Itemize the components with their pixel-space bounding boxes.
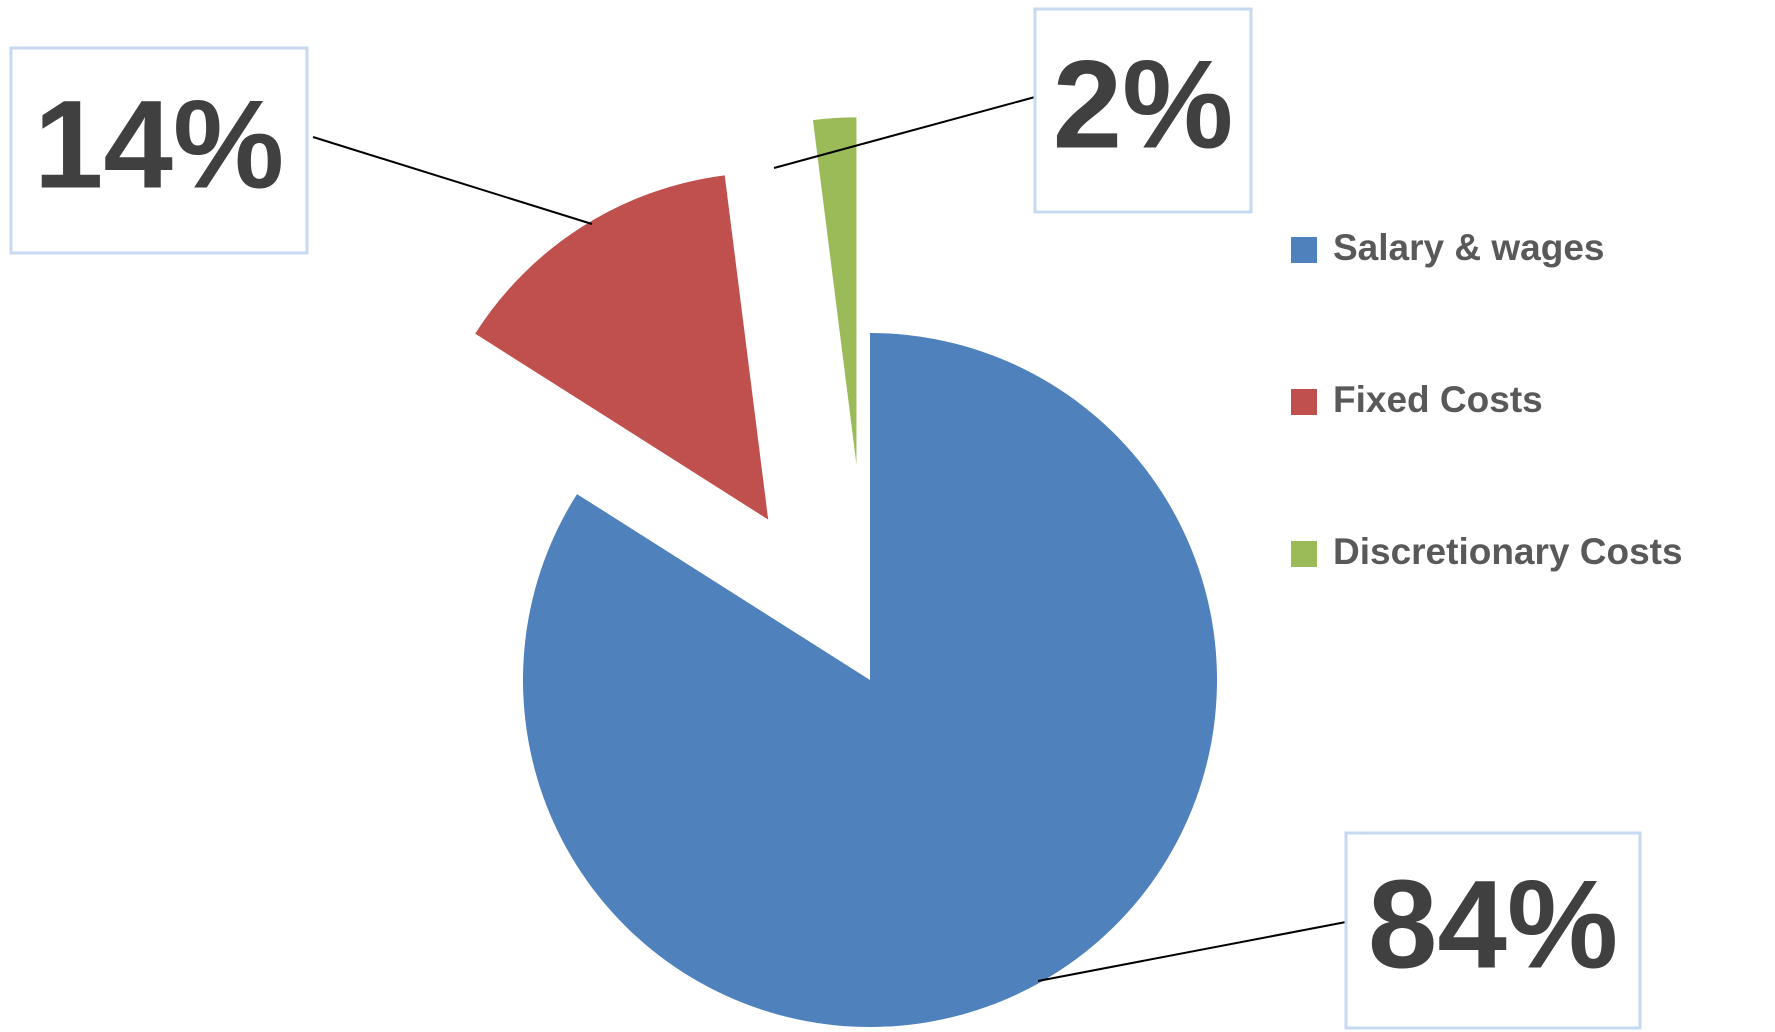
label-box <box>1033 7 1253 214</box>
data-label: 84% <box>1368 856 1618 995</box>
leader-line <box>773 96 1036 169</box>
legend-swatch <box>1291 237 1317 263</box>
legend-label: Salary & wages <box>1333 227 1604 268</box>
leader-line <box>1037 921 1347 982</box>
pie-slice <box>812 117 857 465</box>
label-box <box>1344 831 1642 1030</box>
data-label: 14% <box>34 76 284 215</box>
legend-label: Discretionary Costs <box>1333 531 1683 572</box>
pie-slice <box>522 333 1217 1027</box>
legend-swatch <box>1291 541 1317 567</box>
legend-swatch <box>1291 389 1317 415</box>
label-box <box>9 46 309 255</box>
data-label: 2% <box>1053 36 1234 175</box>
leader-line <box>312 136 593 225</box>
legend-label: Fixed Costs <box>1333 379 1543 420</box>
pie-slice <box>475 175 769 520</box>
